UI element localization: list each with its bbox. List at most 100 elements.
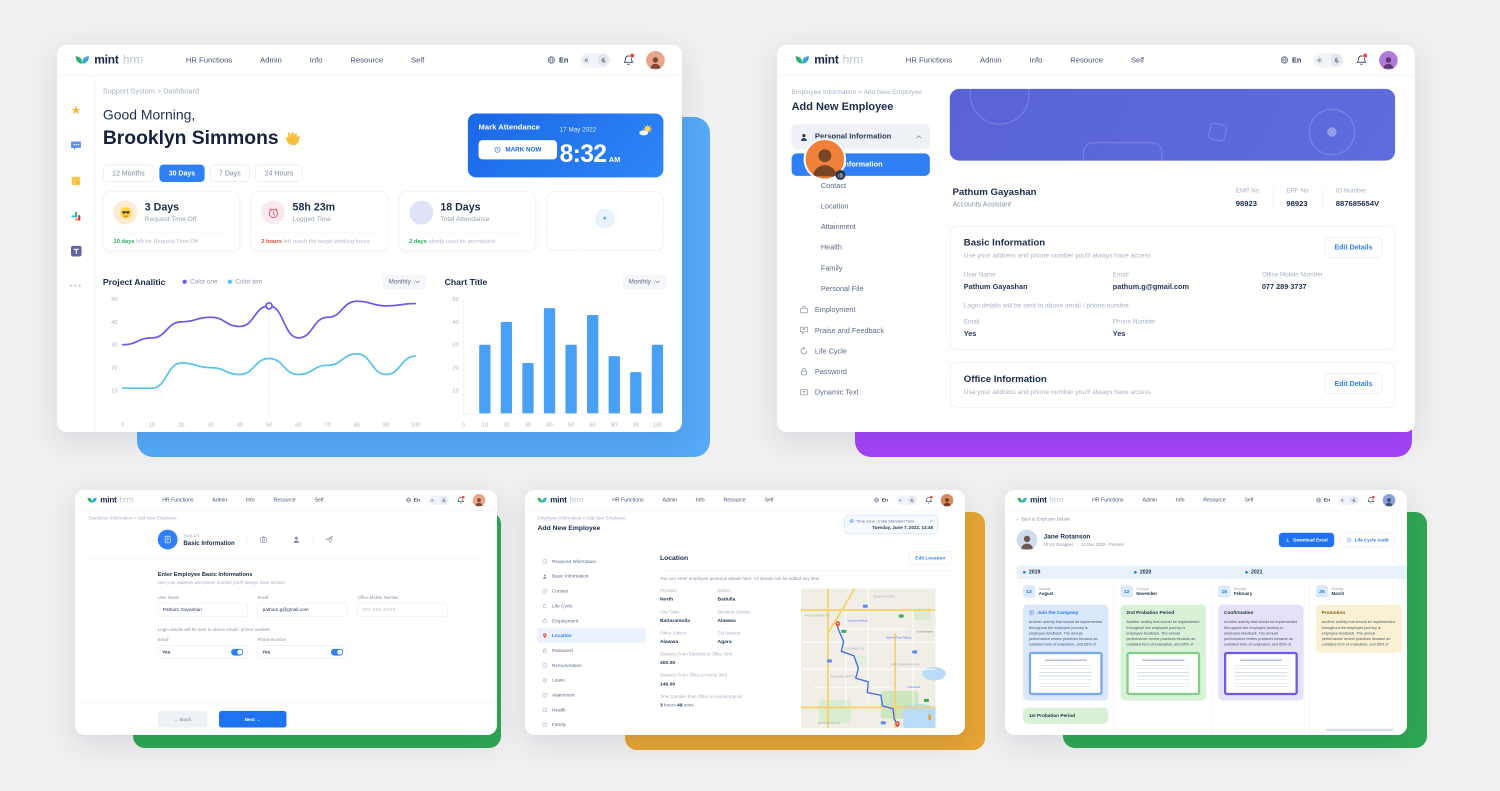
pegman-icon[interactable] bbox=[928, 714, 932, 721]
nav-resource[interactable]: Resource bbox=[723, 497, 746, 503]
notifications-bell[interactable] bbox=[925, 495, 934, 504]
nav-resource[interactable]: Resource bbox=[1070, 55, 1103, 64]
sidebar-item-employment[interactable]: Employment bbox=[792, 300, 930, 321]
user-avatar[interactable] bbox=[472, 493, 486, 507]
sidebar-item-family[interactable]: Family bbox=[820, 264, 843, 273]
sidebar-item-leave[interactable]: Leave bbox=[538, 673, 646, 688]
favorites-star-icon[interactable]: ★ bbox=[70, 104, 82, 117]
sidebar-item-location[interactable]: Location bbox=[537, 628, 646, 643]
brand-logo[interactable]: mint hrm bbox=[1017, 495, 1063, 504]
brand-logo[interactable]: mint hrm bbox=[537, 495, 583, 504]
nav-admin[interactable]: Admin bbox=[1142, 497, 1158, 503]
step-2-camera-icon[interactable] bbox=[259, 535, 268, 543]
timezone-selector[interactable]: Time zone : India Standard Time Tuesday,… bbox=[844, 515, 939, 535]
language-selector[interactable]: En bbox=[874, 497, 888, 503]
edit-details-button[interactable]: Edit Details bbox=[1324, 373, 1383, 394]
edit-location-button[interactable]: Edit Location bbox=[908, 551, 952, 565]
chat-icon[interactable] bbox=[70, 140, 81, 151]
employee-avatar[interactable] bbox=[803, 138, 847, 181]
edit-details-button[interactable]: Edit Details bbox=[1324, 237, 1383, 258]
step-3-person-icon[interactable] bbox=[292, 535, 300, 544]
nav-info[interactable]: Info bbox=[309, 55, 323, 64]
theme-toggle[interactable] bbox=[1338, 495, 1359, 506]
add-widget-button[interactable]: + bbox=[546, 191, 664, 252]
office-mobile-input[interactable] bbox=[357, 602, 448, 617]
sidebar-item-contact[interactable]: Contact bbox=[820, 181, 847, 190]
email-toggle[interactable] bbox=[231, 648, 244, 656]
next-button[interactable]: Next → bbox=[218, 710, 287, 728]
language-selector[interactable]: En bbox=[547, 56, 568, 65]
more-apps-icon[interactable]: ··· bbox=[69, 279, 83, 293]
tab-12-months[interactable]: 12 Months bbox=[102, 164, 155, 182]
sidebar-item-praise-and-feedback[interactable]: Praise and Feedback bbox=[792, 320, 930, 341]
year-2019[interactable]: 2019 bbox=[1017, 566, 1128, 579]
document-thumbnail[interactable] bbox=[1126, 651, 1201, 696]
theme-toggle[interactable] bbox=[580, 52, 611, 68]
sidebar-item-remuneration[interactable]: Remuneration bbox=[538, 658, 646, 673]
sidebar-item-employment[interactable]: Employment bbox=[538, 613, 646, 628]
slack-icon[interactable] bbox=[70, 211, 81, 222]
tab-7-days[interactable]: 7 Days bbox=[209, 164, 251, 182]
back-button[interactable]: ← Back bbox=[157, 710, 208, 728]
mark-now-button[interactable]: MARK NOW bbox=[478, 140, 558, 160]
sidebar-item-personal-file[interactable]: Personal File bbox=[820, 284, 864, 293]
brand-logo[interactable]: mint hrm bbox=[794, 53, 863, 67]
teams-icon[interactable] bbox=[70, 245, 82, 257]
event-card-join-the-company[interactable]: Join the Company Another activity that s… bbox=[1022, 604, 1109, 701]
nav-admin[interactable]: Admin bbox=[260, 55, 282, 64]
sidebar-item-attainment[interactable]: Attainment bbox=[820, 223, 856, 232]
sidebar-item-required-information[interactable]: Required Information bbox=[538, 554, 646, 569]
sidebar-item-password[interactable]: Password bbox=[538, 643, 646, 658]
nav-self[interactable]: Self bbox=[1244, 497, 1254, 503]
document-thumbnail[interactable] bbox=[1028, 651, 1103, 696]
step-4-send-icon[interactable] bbox=[325, 535, 333, 543]
user-avatar[interactable] bbox=[1379, 50, 1398, 70]
theme-toggle[interactable] bbox=[896, 495, 917, 506]
year-2020[interactable]: 2020 bbox=[1128, 566, 1239, 579]
step-1-active[interactable] bbox=[157, 529, 178, 550]
horizontal-scrollbar[interactable] bbox=[1326, 728, 1394, 732]
email-input[interactable] bbox=[257, 602, 348, 617]
tab-24-hours[interactable]: 24 Hours bbox=[255, 164, 303, 182]
sidebar-item-location[interactable]: Location bbox=[820, 202, 849, 211]
nav-info[interactable]: Info bbox=[1029, 55, 1043, 64]
sidebar-item-contact[interactable]: Contact bbox=[538, 584, 646, 599]
nav-resource[interactable]: Resource bbox=[1203, 497, 1226, 503]
life-cycle-audit-button[interactable]: Life Cycle Audit bbox=[1339, 532, 1396, 548]
menu-group-personal-information[interactable]: Personal Information bbox=[791, 124, 930, 150]
theme-toggle[interactable] bbox=[428, 495, 449, 506]
sidebar-item-life-cycle[interactable]: Life Cycle bbox=[538, 598, 646, 613]
nav-self[interactable]: Self bbox=[411, 55, 425, 64]
nav-hr-functions[interactable]: HR Functions bbox=[185, 55, 233, 64]
language-selector[interactable]: En bbox=[406, 497, 420, 503]
nav-admin[interactable]: Admin bbox=[980, 55, 1002, 64]
route-map[interactable]: DEMATAGODA PANCHIKAWATTA KURUNDUWATTA OB… bbox=[785, 588, 951, 728]
back-to-employee-details-link[interactable]: ‹ Back to Employee Details bbox=[1016, 516, 1070, 523]
nav-resource[interactable]: Resource bbox=[273, 497, 296, 503]
notifications-bell[interactable] bbox=[1367, 495, 1376, 504]
sidebar-item-life-cycle[interactable]: Life Cycle bbox=[792, 341, 930, 362]
nav-resource[interactable]: Resource bbox=[350, 55, 384, 64]
notes-icon[interactable] bbox=[70, 175, 81, 186]
employee-avatar[interactable] bbox=[1016, 529, 1038, 551]
nav-hr-functions[interactable]: HR Functions bbox=[612, 497, 644, 503]
nav-info[interactable]: Info bbox=[1175, 497, 1185, 503]
bar-chart-period-select[interactable]: Monthly bbox=[622, 274, 667, 290]
brand-logo[interactable]: mint hrm bbox=[74, 53, 143, 67]
nav-info[interactable]: Info bbox=[695, 497, 705, 503]
nav-hr-functions[interactable]: HR Functions bbox=[1092, 497, 1124, 503]
user-avatar[interactable] bbox=[940, 493, 954, 507]
nav-admin[interactable]: Admin bbox=[662, 497, 678, 503]
sidebar-item-job-description[interactable]: Job Description bbox=[538, 732, 646, 735]
event-card-1st-probation-period[interactable]: 1st Probation Period bbox=[1022, 707, 1109, 724]
user-name-input[interactable] bbox=[157, 602, 248, 617]
nav-hr-functions[interactable]: HR Functions bbox=[162, 497, 194, 503]
sidebar-item-attainment[interactable]: Attainment bbox=[538, 688, 646, 703]
sidebar-item-family[interactable]: Family bbox=[538, 717, 646, 732]
avatar-camera-badge[interactable] bbox=[835, 169, 846, 180]
brand-logo[interactable]: mint hrm bbox=[87, 495, 133, 504]
nav-self[interactable]: Self bbox=[1130, 55, 1145, 64]
user-avatar[interactable] bbox=[1382, 493, 1396, 507]
sidebar-item-basic-information[interactable]: Basic Information bbox=[538, 569, 646, 584]
notifications-bell[interactable] bbox=[623, 52, 635, 65]
